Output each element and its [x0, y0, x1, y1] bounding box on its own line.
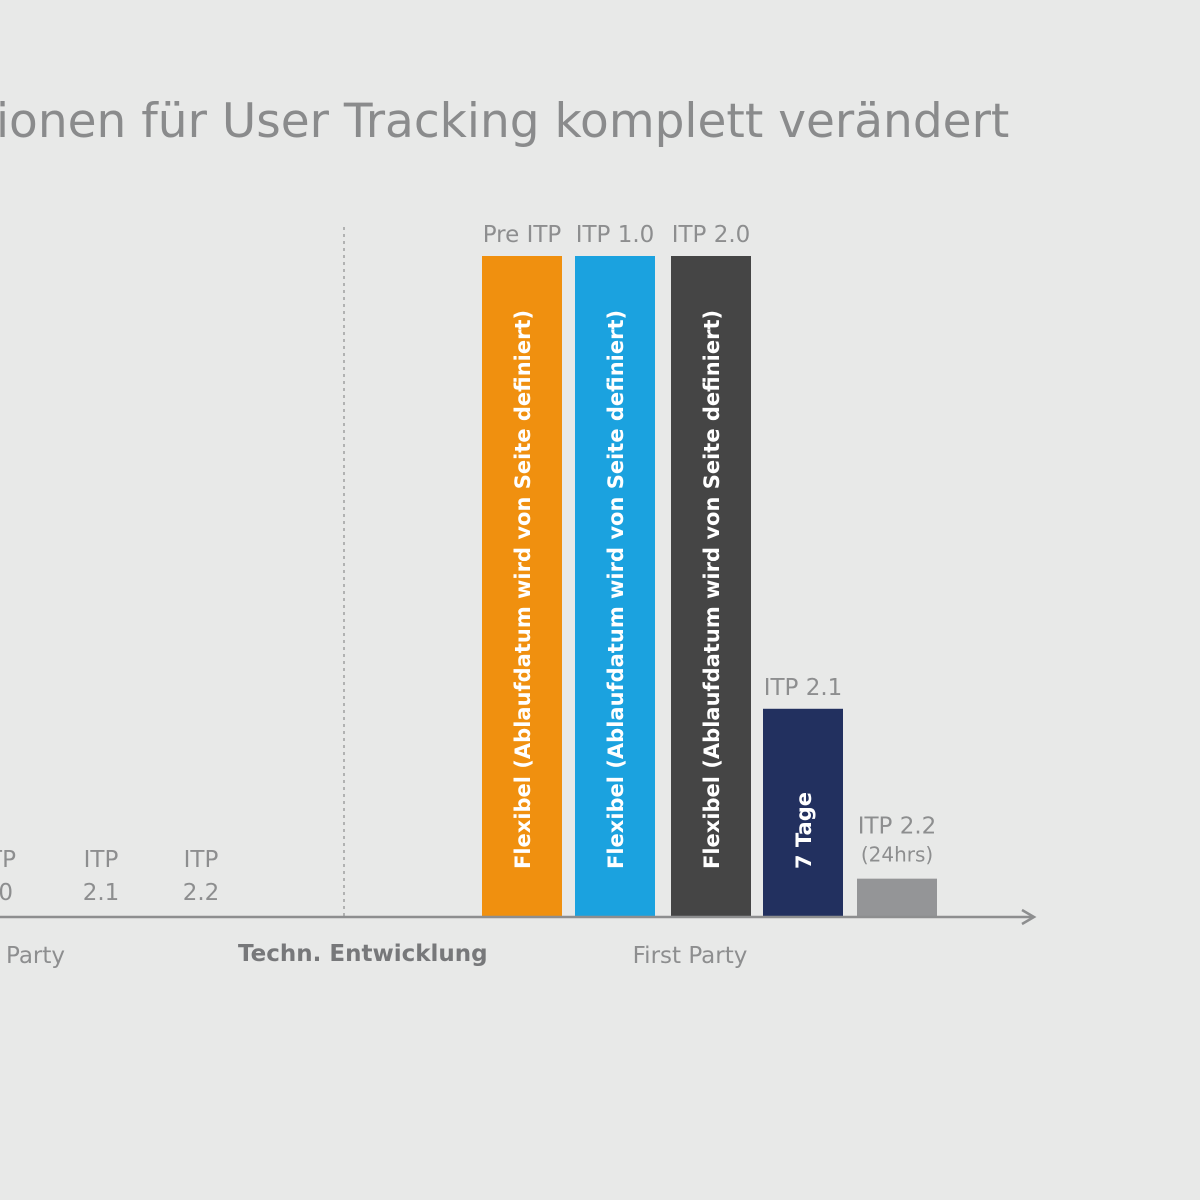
bar-inner-text: Flexibel (Ablaufdatum wird von Seite def…	[604, 310, 628, 869]
third-party-label-line2: 2.1	[83, 880, 120, 906]
category-label-first-party: First Party	[633, 943, 748, 969]
bar-label: ITP 1.0	[576, 222, 655, 248]
third-party-label-line1: ITP	[84, 847, 119, 873]
bar-label: ITP 2.2	[858, 814, 937, 840]
category-label-party: Party	[6, 943, 65, 969]
chart-title: ionen für User Tracking komplett verände…	[0, 94, 1009, 149]
third-party-label-line2: .0	[0, 880, 13, 906]
third-party-label-line1: ITP	[184, 847, 219, 873]
third-party-label-line2: 2.2	[183, 880, 220, 906]
bar-label: ITP 2.1	[764, 675, 843, 701]
bar-itp-2-2	[857, 878, 937, 917]
bar-itp-2-1	[763, 708, 843, 917]
bar-label: ITP 2.0	[672, 222, 751, 248]
category-label-technical-development: Techn. Entwicklung	[238, 941, 488, 967]
bar-itp-2-0	[671, 256, 751, 917]
bar-itp-1-0	[575, 256, 655, 917]
first-party-bars: Pre ITP Flexibel (Ablaufdatum wird von Se…	[482, 222, 937, 917]
bar-inner-text: Flexibel (Ablaufdatum wird von Seite def…	[700, 310, 724, 869]
bar-inner-text: 7 Tage	[792, 792, 816, 869]
bar-note: (24hrs)	[861, 843, 933, 867]
x-axis-arrow-icon	[1021, 908, 1037, 926]
bar-pre-itp	[482, 256, 562, 917]
bar-inner-text: Flexibel (Ablaufdatum wird von Seite def…	[511, 310, 535, 869]
bar-label: Pre ITP	[483, 222, 562, 248]
third-party-label-line1: TP	[0, 847, 16, 873]
third-party-labels: TP .0 ITP 2.1 ITP 2.2	[0, 847, 219, 906]
